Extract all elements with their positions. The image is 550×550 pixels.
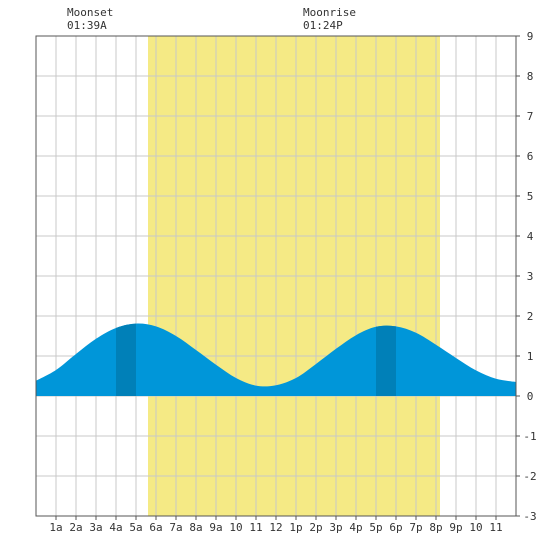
y-tick-label: -3	[523, 510, 536, 523]
x-tick-label: 6p	[389, 521, 402, 534]
x-tick-label: 1p	[289, 521, 302, 534]
moonset-time: 01:39A	[67, 19, 107, 32]
x-tick-label: 10	[229, 521, 242, 534]
tide-dark-band	[116, 323, 136, 396]
x-tick-label: 8p	[429, 521, 442, 534]
y-tick-label: 4	[527, 230, 534, 243]
y-tick-label: 6	[527, 150, 534, 163]
y-tick-label: 3	[527, 270, 534, 283]
tide-dark-band	[376, 323, 396, 396]
x-tick-label: 7a	[169, 521, 182, 534]
x-tick-label: 6a	[149, 521, 162, 534]
x-tick-label: 9p	[449, 521, 462, 534]
x-tick-label: 8a	[189, 521, 202, 534]
x-tick-label: 7p	[409, 521, 422, 534]
x-tick-label: 11	[489, 521, 502, 534]
moonset-label: Moonset	[67, 6, 114, 19]
x-tick-label: 3a	[89, 521, 102, 534]
x-tick-label: 1a	[49, 521, 62, 534]
y-tick-label: 9	[527, 30, 534, 43]
x-tick-label: 2a	[69, 521, 82, 534]
x-tick-label: 12	[269, 521, 282, 534]
x-tick-label: 3p	[329, 521, 342, 534]
moonrise-time: 01:24P	[303, 19, 343, 32]
x-tick-label: 5a	[129, 521, 142, 534]
y-tick-label: 1	[527, 350, 534, 363]
x-tick-label: 4a	[109, 521, 122, 534]
y-tick-label: 5	[527, 190, 534, 203]
x-tick-label: 2p	[309, 521, 322, 534]
y-tick-label: 7	[527, 110, 534, 123]
y-tick-label: -1	[523, 430, 536, 443]
x-tick-label: 5p	[369, 521, 382, 534]
x-tick-label: 4p	[349, 521, 362, 534]
y-tick-label: 2	[527, 310, 534, 323]
moonrise-label: Moonrise	[303, 6, 356, 19]
x-tick-label: 11	[249, 521, 262, 534]
y-tick-label: 0	[527, 390, 534, 403]
x-tick-label: 9a	[209, 521, 222, 534]
y-tick-label: 8	[527, 70, 534, 83]
y-tick-label: -2	[523, 470, 536, 483]
x-tick-label: 10	[469, 521, 482, 534]
